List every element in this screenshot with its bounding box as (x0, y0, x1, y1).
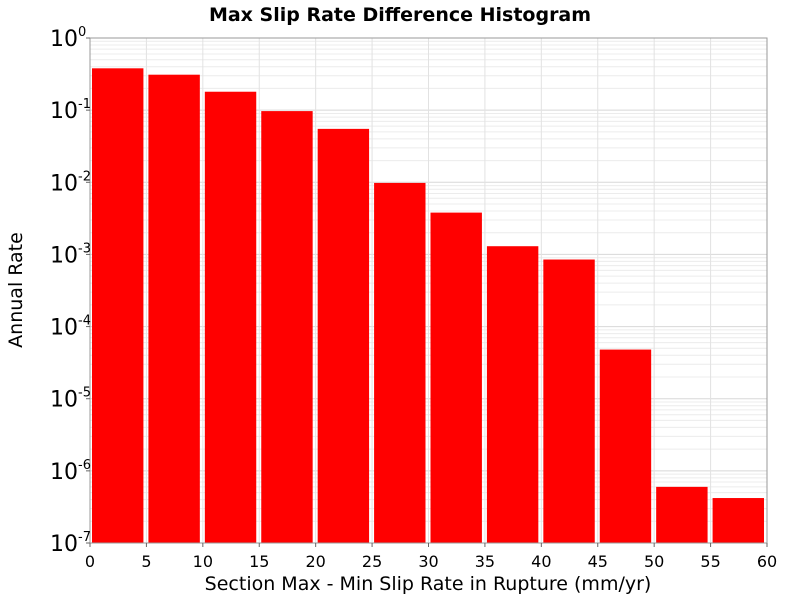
bar (374, 182, 426, 543)
bars (92, 68, 764, 544)
bar (543, 259, 595, 543)
bar (712, 498, 764, 543)
y-tick-label: 10-2 (50, 169, 91, 196)
y-tick-label: 10-6 (50, 458, 91, 485)
bar (148, 74, 200, 544)
x-tick-label: 40 (531, 552, 551, 571)
bar (261, 111, 313, 544)
bar (599, 349, 652, 543)
x-tick-label: 60 (757, 552, 777, 571)
x-axis-label: Section Max - Min Slip Rate in Rupture (… (205, 573, 652, 595)
bar (656, 486, 708, 543)
x-tick-label: 25 (362, 552, 382, 571)
chart-title: Max Slip Rate Difference Histogram (209, 4, 591, 26)
y-tick-label: 10-5 (50, 386, 91, 413)
bar (430, 212, 482, 544)
bar (317, 128, 370, 543)
bar (486, 246, 539, 543)
x-tick-label: 55 (700, 552, 720, 571)
y-tick-label: 10-4 (50, 314, 91, 341)
bar (92, 68, 144, 543)
x-tick-label: 30 (418, 552, 438, 571)
x-tick-label: 35 (475, 552, 495, 571)
x-tick-label: 15 (249, 552, 269, 571)
x-tick-label: 10 (193, 552, 213, 571)
y-axis-label: Annual Rate (5, 232, 27, 348)
x-tick-label: 20 (305, 552, 325, 571)
x-tick-label: 0 (85, 552, 95, 571)
x-tick-label: 50 (644, 552, 664, 571)
y-tick-label: 10-1 (50, 97, 91, 124)
x-axis-ticks: 0 5 10 15 20 25 30 35 40 45 50 55 60 (85, 543, 777, 571)
grid-lines (89, 38, 768, 544)
y-axis-ticks: 100 10-1 10-2 10-3 10-4 10-5 10-6 10-7 (50, 25, 91, 557)
x-tick-label: 45 (588, 552, 608, 571)
y-tick-label: 10-7 (50, 530, 91, 557)
y-tick-label: 100 (50, 25, 86, 52)
bar (204, 91, 257, 543)
x-tick-label: 5 (141, 552, 151, 571)
y-tick-label: 10-3 (50, 241, 91, 268)
